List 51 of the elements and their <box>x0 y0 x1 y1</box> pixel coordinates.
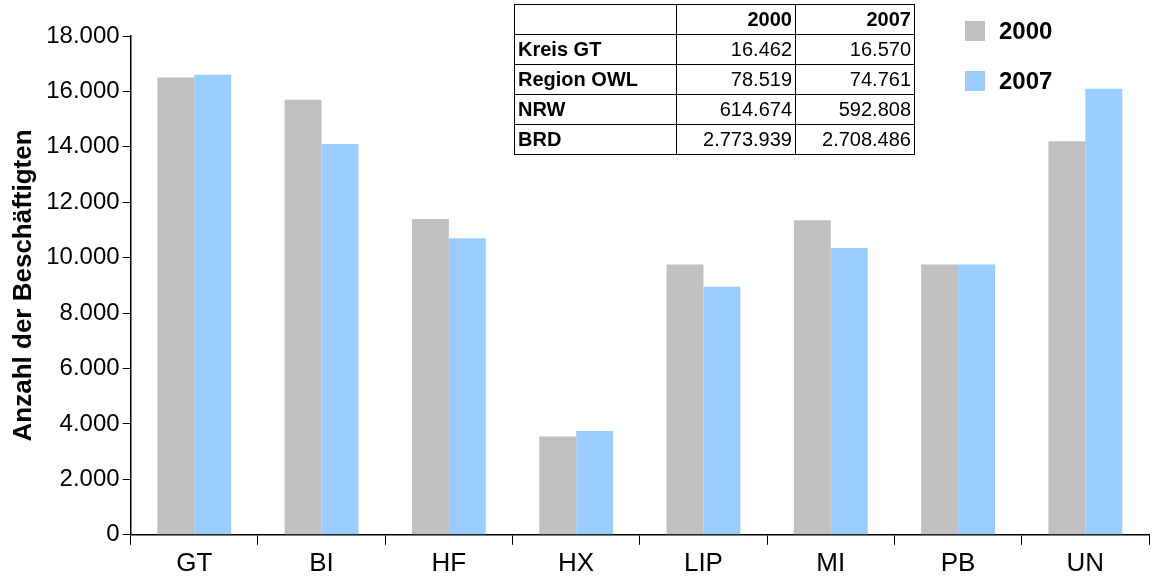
annotation: 2.708.486 <box>795 124 915 155</box>
bar <box>539 436 577 535</box>
x-tick-label: UN <box>1066 546 1105 577</box>
y-tick-label: 12.000 <box>46 186 120 214</box>
x-tick-label: GT <box>176 546 213 577</box>
y-tick-label: 0 <box>106 519 120 547</box>
annotation: Kreis GT <box>514 34 677 65</box>
x-tick-label: PB <box>940 546 976 577</box>
bar <box>157 77 195 535</box>
bar <box>194 74 232 535</box>
y-axis-title: Anzahl der Beschäftigten <box>6 129 37 442</box>
bar <box>321 144 359 535</box>
y-tick-label: 18.000 <box>46 20 120 48</box>
y-tick-label: 6.000 <box>59 353 120 381</box>
bar <box>666 264 704 535</box>
bar <box>284 99 322 535</box>
text: 2007 <box>795 4 915 35</box>
annotation: 2.773.939 <box>676 124 796 155</box>
x-tick-label: BI <box>309 546 334 577</box>
y-tick-label: 2.000 <box>59 464 120 491</box>
bar <box>1048 141 1086 535</box>
annotation: BRD <box>514 124 677 155</box>
annotation: 614.674 <box>676 94 796 125</box>
x-tick-label: MI <box>816 546 846 577</box>
bar <box>448 238 486 535</box>
y-tick-label: 4.000 <box>59 408 120 436</box>
x-tick-label: HX <box>558 546 595 577</box>
bar <box>411 218 449 535</box>
bar <box>793 220 831 535</box>
bar <box>576 430 614 535</box>
annotation: 592.808 <box>795 94 915 125</box>
annotation: Region OWL <box>514 64 677 95</box>
y-tick-label: 16.000 <box>46 76 120 104</box>
x-tick-label: LIP <box>683 546 723 577</box>
bar <box>1085 88 1123 535</box>
text: 2000 <box>676 4 796 35</box>
y-tick-label: 14.000 <box>46 131 120 159</box>
y-tick-label: 10.000 <box>46 242 120 270</box>
annotation: NRW <box>514 94 677 125</box>
x-tick-label: HF <box>431 546 467 577</box>
annotation: 74.761 <box>795 64 915 95</box>
legend-label: 2000 <box>999 17 1053 45</box>
bar <box>958 264 995 535</box>
legend-label: 2007 <box>999 67 1053 95</box>
bar <box>921 264 959 535</box>
annotation: 16.570 <box>795 34 915 65</box>
annotation: 16.462 <box>676 34 796 65</box>
bar <box>830 247 868 535</box>
y-tick-label: 8.000 <box>59 297 120 325</box>
bar <box>703 286 741 535</box>
annotation: 78.519 <box>676 64 796 95</box>
